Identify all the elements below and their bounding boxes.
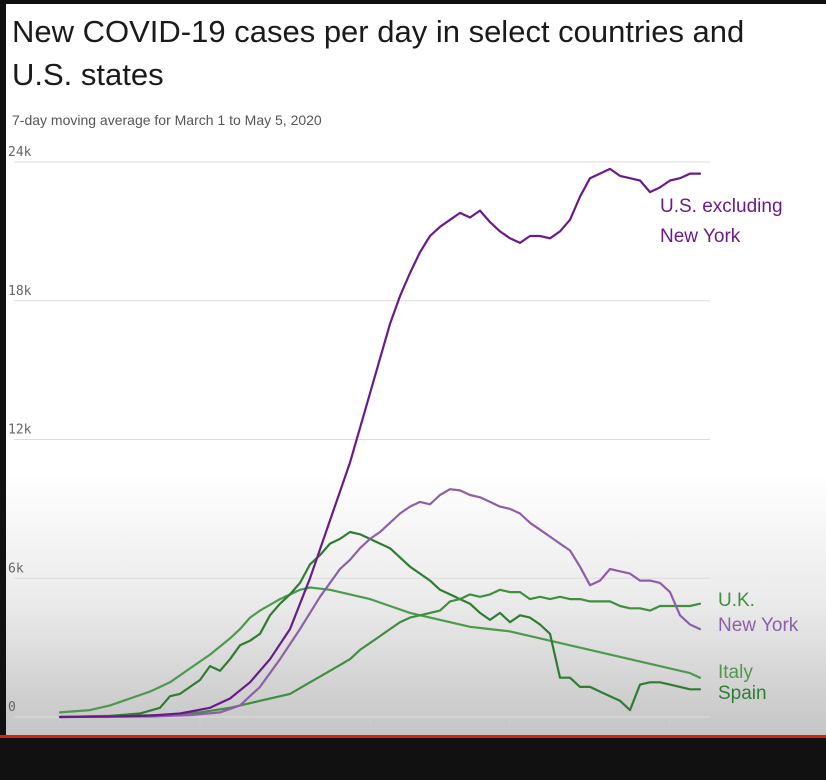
series-labels: U.S. excluding New York New York U.K. ItalyS…: [660, 196, 799, 704]
y-tick-label: 6k: [8, 561, 24, 576]
series-line-u-k-: [58, 588, 702, 719]
y-tick-label: 24k: [8, 145, 32, 160]
bottom-bar: [0, 738, 826, 776]
series-lines: [58, 167, 702, 719]
series-label-u-s-excluding-new-york: New York: [660, 226, 741, 247]
series-line-spain: [58, 530, 702, 719]
chart-subtitle: 7-day moving average for March 1 to May …: [12, 112, 322, 128]
series-label-spain: Spain: [718, 683, 767, 704]
chart-title: New COVID-19 cases per day in select cou…: [12, 14, 745, 92]
gridlines: [14, 161, 710, 718]
y-tick-label: 0: [8, 700, 16, 715]
series-line-u-s-excluding-new-york: [58, 167, 702, 719]
series-line-new-york: [58, 488, 702, 719]
y-tick-label: 12k: [8, 423, 32, 438]
series-line-italy: [58, 586, 702, 714]
series-label-new-york: New York: [718, 615, 799, 636]
series-label-u-k-: U.K.: [718, 590, 755, 611]
series-label-italy: Italy: [718, 662, 753, 683]
y-axis-ticks: 0 6k 12k 18k 24k: [8, 145, 32, 715]
series-label-u-s-excluding-new-york: U.S. excluding: [660, 196, 783, 217]
y-tick-label: 18k: [8, 284, 32, 299]
red-divider-line: [0, 735, 826, 738]
